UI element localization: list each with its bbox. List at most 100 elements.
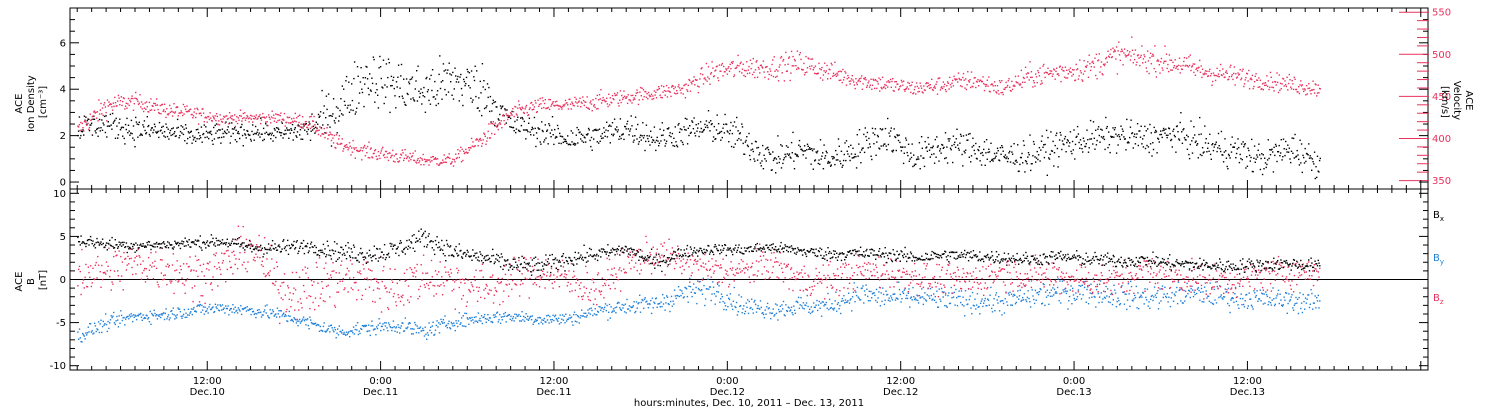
velocity-point [1004,87,1007,89]
by-point [1016,296,1018,298]
density-point [806,149,808,151]
by-point [86,332,89,334]
density-point [768,151,770,154]
density-point [483,107,486,110]
by-point [1214,299,1216,301]
density-point [438,73,440,76]
density-point [532,128,534,130]
density-point [387,58,390,60]
velocity-point [1024,81,1026,83]
density-point [956,128,958,130]
density-point [205,130,208,133]
velocity-point [228,123,230,125]
velocity-point [197,123,200,125]
by-point [483,316,485,318]
velocity-point [761,66,763,68]
by-point [837,302,839,304]
velocity-point [785,70,788,72]
velocity-point [343,145,346,148]
density-point [917,156,919,158]
by-point [613,310,615,312]
density-point [887,143,890,146]
velocity-point [835,73,837,76]
velocity-point [574,101,577,103]
velocity-point [1152,53,1154,56]
density-point [1155,129,1157,132]
velocity-point [1240,78,1242,81]
density-point [1231,136,1233,138]
by-point [699,280,701,283]
density-point [629,130,631,132]
velocity-point [145,108,147,110]
velocity-point [1037,71,1040,74]
density-point [364,77,367,79]
velocity-point [910,91,912,94]
density-point [953,143,955,146]
velocity-point [464,152,466,154]
velocity-point [423,164,425,166]
velocity-point [246,114,248,117]
field-tick-label: 10 [53,189,66,200]
density-point [442,80,444,82]
velocity-point [277,119,279,122]
by-point [1032,295,1034,297]
velocity-point [321,133,323,135]
density-point [511,110,513,113]
velocity-point [1113,51,1115,53]
by-point [449,328,452,330]
velocity-point [252,121,254,123]
velocity-point [850,78,853,80]
density-point [1055,134,1057,137]
velocity-point [254,118,256,120]
density-point [921,147,923,149]
by-point [275,313,277,315]
by-point [923,297,925,300]
density-point [364,83,366,85]
density-point [840,162,842,165]
velocity-point [1259,79,1262,81]
density-point [474,65,476,67]
density-point [949,138,951,140]
velocity-point [783,80,786,82]
velocity-point [879,78,882,81]
velocity-point [184,106,186,108]
density-point [845,159,847,162]
velocity-point [1126,54,1128,57]
density-point [1058,156,1060,158]
density-point [554,128,556,131]
density-point [876,141,878,143]
by-point [543,317,545,320]
by-point [640,301,642,304]
velocity-point [855,78,857,80]
by-point [860,287,863,290]
velocity-point [663,89,666,92]
density-point [690,131,692,134]
velocity-point [1290,86,1292,88]
density-point [1022,140,1025,142]
density-point [814,160,816,162]
by-point [611,311,613,313]
by-point [783,314,785,316]
velocity-point [554,101,557,103]
density-point [1082,151,1084,153]
velocity-point [660,85,663,87]
by-point [805,304,807,307]
velocity-point [1285,84,1287,86]
velocity-point [1102,63,1105,66]
velocity-point [626,102,629,104]
velocity-point [291,120,294,123]
velocity-point [898,88,900,90]
density-point [868,143,871,145]
density-point [994,157,996,159]
by-point [538,323,540,325]
velocity-point [338,138,340,140]
velocity-point [533,108,535,110]
by-point [414,324,417,326]
density-point [1005,157,1007,160]
velocity-point [483,133,486,135]
density-point [241,134,244,137]
by-point [905,297,907,300]
by-point [262,314,264,316]
by-point [174,318,176,320]
density-point [1243,144,1246,146]
